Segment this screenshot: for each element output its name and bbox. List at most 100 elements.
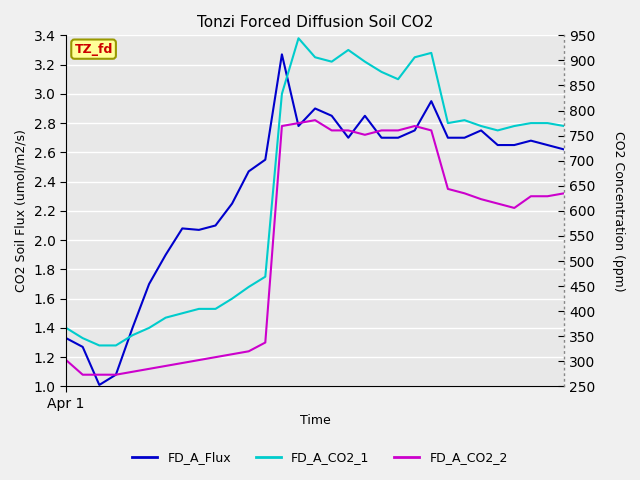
FD_A_Flux <box>411 128 419 133</box>
FD_A_CO2_2 <box>361 132 369 138</box>
FD_A_Flux <box>428 98 435 104</box>
FD_A_CO2_2 <box>444 186 452 192</box>
Y-axis label: CO2 Soil Flux (umol/m2/s): CO2 Soil Flux (umol/m2/s) <box>15 130 28 292</box>
FD_A_CO2_1 <box>95 343 103 348</box>
FD_A_CO2_2 <box>494 201 502 206</box>
FD_A_CO2_1 <box>394 76 402 82</box>
FD_A_CO2_1 <box>145 325 153 331</box>
FD_A_Flux <box>79 344 86 350</box>
FD_A_CO2_1 <box>179 311 186 316</box>
FD_A_Flux <box>95 382 103 388</box>
FD_A_CO2_1 <box>378 69 385 75</box>
FD_A_Flux <box>328 113 335 119</box>
FD_A_CO2_1 <box>245 284 253 290</box>
FD_A_Flux <box>294 123 302 129</box>
FD_A_CO2_2 <box>344 128 352 133</box>
FD_A_CO2_2 <box>328 128 335 133</box>
FD_A_CO2_1 <box>228 296 236 301</box>
FD_A_CO2_1 <box>543 120 551 126</box>
FD_A_CO2_1 <box>477 123 485 129</box>
Line: FD_A_Flux: FD_A_Flux <box>66 54 564 385</box>
FD_A_CO2_1 <box>361 59 369 64</box>
FD_A_CO2_2 <box>95 372 103 378</box>
FD_A_CO2_1 <box>560 123 568 129</box>
FD_A_CO2_2 <box>378 128 385 133</box>
Line: FD_A_CO2_1: FD_A_CO2_1 <box>66 38 564 346</box>
FD_A_CO2_2 <box>62 357 70 363</box>
FD_A_CO2_1 <box>79 335 86 341</box>
FD_A_CO2_1 <box>344 47 352 53</box>
FD_A_CO2_1 <box>428 50 435 56</box>
FD_A_CO2_2 <box>145 366 153 372</box>
FD_A_CO2_1 <box>311 54 319 60</box>
FD_A_Flux <box>494 142 502 148</box>
FD_A_CO2_1 <box>328 59 335 64</box>
FD_A_CO2_1 <box>494 128 502 133</box>
FD_A_CO2_2 <box>129 369 136 375</box>
Title: Tonzi Forced Diffusion Soil CO2: Tonzi Forced Diffusion Soil CO2 <box>197 15 433 30</box>
FD_A_Flux <box>394 135 402 141</box>
FD_A_CO2_2 <box>394 128 402 133</box>
FD_A_CO2_1 <box>212 306 220 312</box>
FD_A_CO2_1 <box>278 91 285 97</box>
FD_A_Flux <box>511 142 518 148</box>
FD_A_Flux <box>112 372 120 378</box>
FD_A_CO2_1 <box>195 306 203 312</box>
FD_A_Flux <box>311 106 319 111</box>
Legend: FD_A_Flux, FD_A_CO2_1, FD_A_CO2_2: FD_A_Flux, FD_A_CO2_1, FD_A_CO2_2 <box>127 446 513 469</box>
FD_A_Flux <box>477 128 485 133</box>
FD_A_CO2_2 <box>245 348 253 354</box>
FD_A_CO2_1 <box>62 325 70 331</box>
FD_A_CO2_2 <box>228 351 236 357</box>
Y-axis label: CO2 Concentration (ppm): CO2 Concentration (ppm) <box>612 131 625 291</box>
FD_A_Flux <box>560 146 568 152</box>
FD_A_Flux <box>527 138 535 144</box>
FD_A_Flux <box>262 157 269 163</box>
Text: TZ_fd: TZ_fd <box>74 43 113 56</box>
FD_A_CO2_2 <box>560 191 568 196</box>
FD_A_CO2_2 <box>461 191 468 196</box>
X-axis label: Time: Time <box>300 414 330 427</box>
FD_A_Flux <box>62 335 70 341</box>
FD_A_CO2_2 <box>112 372 120 378</box>
FD_A_CO2_2 <box>543 193 551 199</box>
FD_A_Flux <box>228 201 236 206</box>
FD_A_CO2_1 <box>262 274 269 279</box>
FD_A_Flux <box>245 168 253 174</box>
FD_A_Flux <box>543 142 551 148</box>
FD_A_CO2_2 <box>179 360 186 366</box>
FD_A_Flux <box>278 51 285 57</box>
FD_A_Flux <box>344 135 352 141</box>
FD_A_CO2_2 <box>162 363 170 369</box>
FD_A_Flux <box>444 135 452 141</box>
FD_A_Flux <box>162 252 170 258</box>
FD_A_CO2_2 <box>411 123 419 129</box>
FD_A_CO2_2 <box>278 123 285 129</box>
FD_A_Flux <box>129 325 136 331</box>
FD_A_CO2_2 <box>527 193 535 199</box>
FD_A_Flux <box>195 227 203 233</box>
FD_A_Flux <box>179 226 186 231</box>
FD_A_CO2_1 <box>411 54 419 60</box>
FD_A_CO2_1 <box>162 315 170 321</box>
FD_A_Flux <box>212 223 220 228</box>
FD_A_CO2_2 <box>428 128 435 133</box>
FD_A_CO2_2 <box>294 120 302 126</box>
FD_A_Flux <box>378 135 385 141</box>
FD_A_CO2_1 <box>112 343 120 348</box>
FD_A_CO2_2 <box>195 357 203 363</box>
FD_A_CO2_2 <box>79 372 86 378</box>
FD_A_CO2_2 <box>262 340 269 346</box>
FD_A_CO2_2 <box>212 354 220 360</box>
FD_A_CO2_1 <box>511 123 518 129</box>
FD_A_CO2_1 <box>129 332 136 338</box>
FD_A_CO2_1 <box>294 36 302 41</box>
FD_A_CO2_1 <box>444 120 452 126</box>
FD_A_Flux <box>145 281 153 287</box>
FD_A_CO2_2 <box>511 205 518 211</box>
FD_A_CO2_2 <box>311 117 319 123</box>
FD_A_Flux <box>461 135 468 141</box>
FD_A_CO2_2 <box>477 196 485 202</box>
Line: FD_A_CO2_2: FD_A_CO2_2 <box>66 120 564 375</box>
FD_A_CO2_1 <box>461 117 468 123</box>
